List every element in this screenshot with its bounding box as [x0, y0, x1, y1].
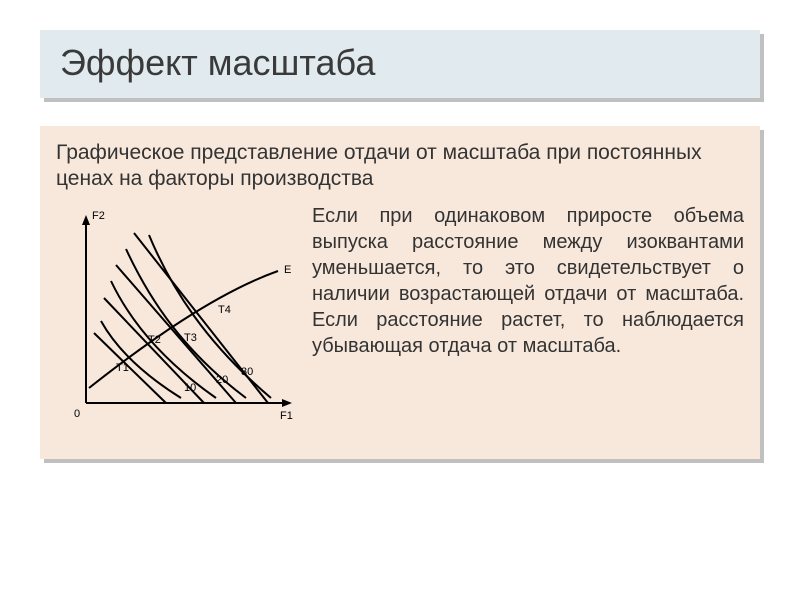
content-body: F2F10102030ET1T2T3T4 Если при одинаковом…: [56, 203, 744, 443]
svg-text:F2: F2: [92, 210, 105, 222]
content-subtitle: Графическое представление отдачи от масш…: [56, 140, 744, 193]
content-box: Графическое представление отдачи от масш…: [40, 126, 760, 459]
svg-text:T1: T1: [116, 362, 129, 374]
title-box: Эффект масштаба: [40, 30, 760, 98]
svg-text:0: 0: [74, 408, 80, 420]
svg-text:T2: T2: [148, 334, 161, 346]
svg-text:T4: T4: [218, 304, 231, 316]
slide-title: Эффект масштаба: [60, 42, 740, 84]
isoquant-chart: F2F10102030ET1T2T3T4: [56, 203, 306, 443]
slide: Эффект масштаба Графическое представлени…: [0, 0, 800, 600]
svg-text:E: E: [284, 264, 291, 276]
svg-text:10: 10: [184, 382, 196, 394]
chart-description: Если при одинаковом приросте объема выпу…: [312, 203, 744, 359]
svg-text:T3: T3: [184, 332, 197, 344]
svg-text:F1: F1: [280, 410, 293, 422]
